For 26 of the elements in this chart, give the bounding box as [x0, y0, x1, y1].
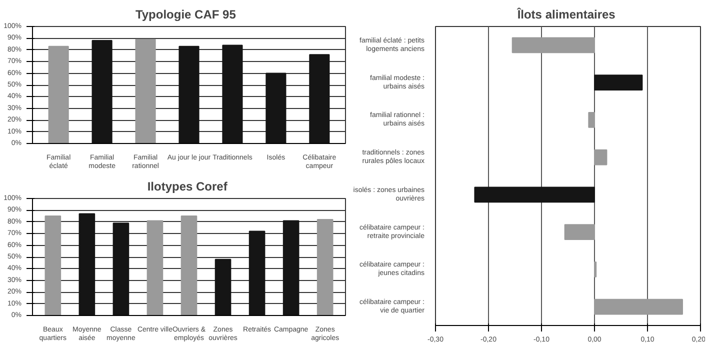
bar: [309, 54, 330, 144]
bar: [316, 219, 334, 316]
bar: [474, 186, 595, 203]
bar: [512, 37, 595, 54]
bar: [564, 224, 595, 240]
bar: [146, 220, 164, 316]
bar: [48, 46, 69, 144]
chart-title: Îlots alimentaires: [516, 8, 616, 22]
bar: [44, 216, 62, 316]
bar: [135, 38, 156, 144]
bar: [266, 72, 286, 144]
bar: [92, 40, 112, 144]
bar: [594, 74, 643, 91]
bar: [282, 220, 300, 316]
bar: [594, 298, 683, 315]
bar: [180, 216, 198, 316]
bar: [248, 230, 266, 316]
chart-title: Ilotypes Coref: [147, 180, 228, 194]
bar: [588, 112, 595, 128]
bar: [112, 222, 130, 316]
chart-title: Typologie CAF 95: [135, 8, 236, 22]
bar: [222, 44, 243, 144]
bar: [178, 46, 200, 144]
bar: [594, 149, 608, 166]
bar: [78, 213, 96, 316]
bar: [214, 258, 232, 316]
